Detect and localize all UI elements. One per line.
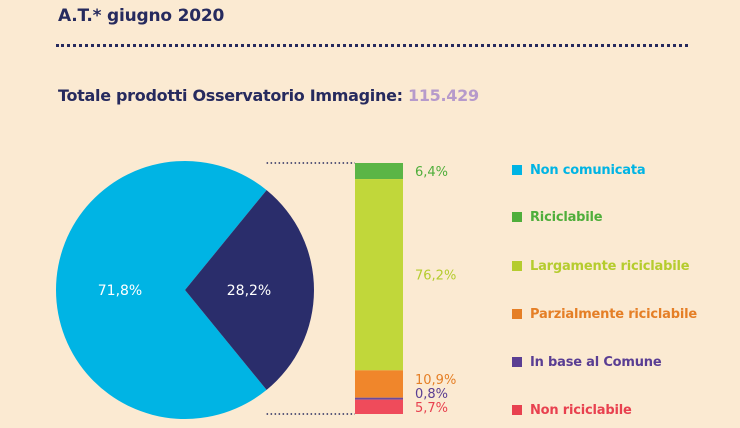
legend-item: Non comunicata bbox=[512, 163, 646, 178]
legend-swatch bbox=[512, 357, 522, 367]
bar-segment bbox=[355, 370, 403, 398]
legend-label: Non riciclabile bbox=[530, 403, 632, 418]
total-label: Totale prodotti Osservatorio Immagine: bbox=[58, 86, 403, 105]
pie-slice-non-comunicata bbox=[55, 161, 267, 420]
total-value: 115.429 bbox=[408, 86, 479, 105]
bar-label: 10,9% bbox=[415, 373, 456, 388]
pie-label: 28,2% bbox=[227, 283, 271, 299]
legend-swatch bbox=[512, 212, 522, 222]
total-products-line: Totale prodotti Osservatorio Immagine: 1… bbox=[58, 86, 479, 105]
pie-label: 71,8% bbox=[98, 283, 142, 299]
bar-segment bbox=[355, 397, 403, 400]
legend-label: Riciclabile bbox=[530, 210, 603, 225]
page-title: A.T.* giugno 2020 bbox=[58, 6, 225, 26]
bar-label: 0,8% bbox=[415, 387, 448, 402]
bar-segment bbox=[355, 163, 403, 180]
legend-item: Riciclabile bbox=[512, 210, 603, 225]
legend-label: Largamente riciclabile bbox=[530, 259, 690, 274]
legend-item: Largamente riciclabile bbox=[512, 259, 690, 274]
bar-segment bbox=[355, 179, 403, 371]
legend-label: Parzialmente riciclabile bbox=[530, 307, 697, 322]
legend-swatch bbox=[512, 165, 522, 175]
legend-swatch bbox=[512, 405, 522, 415]
pie-slice-comunicata bbox=[185, 190, 314, 390]
legend-item: Parzialmente riciclabile bbox=[512, 307, 697, 322]
legend-item: Non riciclabile bbox=[512, 403, 632, 418]
legend-item: In base al Comune bbox=[512, 355, 662, 370]
legend-swatch bbox=[512, 261, 522, 271]
legend-swatch bbox=[512, 309, 522, 319]
legend-label: Non comunicata bbox=[530, 163, 646, 178]
bar-segment bbox=[355, 399, 403, 414]
bar-label: 76,2% bbox=[415, 269, 456, 284]
legend-label: In base al Comune bbox=[530, 355, 662, 370]
dotted-divider bbox=[56, 44, 688, 47]
bar-label: 5,7% bbox=[415, 401, 448, 416]
bar-label: 6,4% bbox=[415, 165, 448, 180]
